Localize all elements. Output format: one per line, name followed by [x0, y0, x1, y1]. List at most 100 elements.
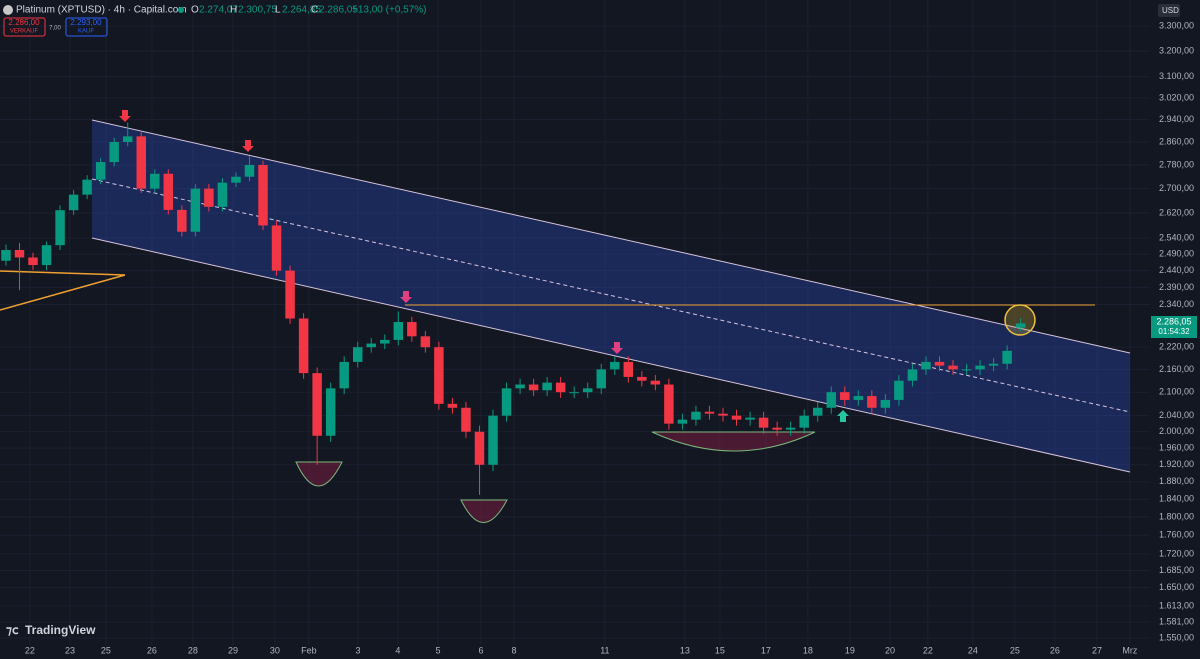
candle-body [474, 431, 485, 465]
spread: 7,00 [49, 26, 61, 32]
x-tick-label: 30 [270, 645, 280, 655]
candle-body [312, 373, 322, 436]
highlight-circle [1004, 304, 1036, 336]
candle-body [555, 382, 566, 393]
y-tick-label: 2.860,00 [1159, 136, 1194, 146]
x-tick-label: Mrz [1122, 645, 1137, 655]
y-tick-label: 1.760,00 [1159, 530, 1194, 540]
x-tick-label: 17 [761, 645, 771, 655]
candle-body [231, 176, 241, 183]
candle-body [961, 369, 972, 371]
x-tick-label: 5 [435, 645, 440, 655]
candle-body [14, 249, 25, 258]
x-tick-label: 3 [355, 645, 360, 655]
candle-body [150, 173, 160, 189]
buy-price: 2.293,00 [70, 18, 102, 27]
candle-body [975, 365, 985, 370]
buy-button[interactable] [65, 17, 108, 37]
open-value: 2.274,07 [199, 5, 238, 16]
low-label: L [275, 5, 281, 16]
candle-body [55, 210, 65, 246]
triangle-line [0, 270, 126, 276]
candle-body [325, 388, 336, 436]
y-tick-label: 1.960,00 [1159, 442, 1194, 452]
x-tick-label: 4 [395, 645, 400, 655]
currency-button[interactable] [1158, 4, 1180, 17]
candle-body [28, 257, 38, 266]
candle-body [542, 382, 552, 391]
candle-body [95, 162, 106, 180]
buy-label: KAUF [78, 29, 94, 35]
candle-body [528, 384, 539, 391]
x-tick-label: 25 [101, 645, 111, 655]
y-tick-label: 2.940,00 [1159, 114, 1194, 124]
y-tick-label: 3.300,00 [1159, 20, 1194, 30]
time-axis [0, 645, 1200, 659]
candle-body [407, 322, 417, 337]
x-tick-label: 24 [968, 645, 978, 655]
countdown: 01:54:32 [1158, 327, 1190, 336]
y-tick-label: 1.650,00 [1159, 582, 1194, 592]
candle-body [785, 427, 796, 430]
down-arrow [611, 342, 623, 354]
y-tick-label: 2.220,00 [1159, 342, 1194, 352]
x-tick-label: 29 [228, 645, 238, 655]
candle-body [637, 376, 647, 381]
candle-body [41, 245, 52, 266]
y-tick-label: 1.800,00 [1159, 511, 1194, 521]
candle-body [650, 380, 661, 385]
candle-body [1002, 350, 1012, 364]
x-tick-label: 26 [147, 645, 157, 655]
bottom-marker [295, 461, 343, 487]
x-tick-label: 27 [1092, 645, 1102, 655]
x-tick-label: 18 [803, 645, 813, 655]
candle-body [434, 347, 444, 404]
x-tick-label: 22 [25, 645, 35, 655]
y-tick-label: 2.620,00 [1159, 207, 1194, 217]
candle-body [840, 392, 850, 400]
candle-body [501, 388, 512, 416]
candle-body [758, 417, 769, 428]
candle-body [677, 419, 688, 424]
high-label: H [230, 5, 237, 16]
currency: USD [1162, 6, 1179, 15]
candle-body [880, 399, 891, 408]
x-tick-label: 8 [511, 645, 516, 655]
x-tick-label: 28 [188, 645, 198, 655]
sell-button[interactable] [3, 17, 46, 37]
candle-body [380, 339, 390, 344]
candle-body [447, 403, 458, 408]
y-tick-label: 1.720,00 [1159, 548, 1194, 558]
candle-body [177, 209, 187, 232]
y-tick-label: 2.700,00 [1159, 183, 1194, 193]
y-tick-label: 2.100,00 [1159, 387, 1194, 397]
candle-body [596, 369, 606, 389]
candle-body [691, 411, 701, 420]
y-tick-label: 1.550,00 [1159, 633, 1194, 643]
axes: 3.300,00 3.200,00 3.100,00 3.020,00 2.940,00… [25, 20, 1194, 655]
x-tick-label: 20 [885, 645, 895, 655]
triangle-line [0, 274, 126, 311]
candle-body [352, 347, 363, 362]
x-tick-label: 11 [600, 645, 609, 655]
candle-body [217, 182, 228, 207]
bottom-marker [460, 499, 508, 523]
candle-body [623, 361, 634, 377]
candle-body [718, 413, 728, 416]
candle-body [948, 365, 958, 370]
x-tick-label: 22 [923, 645, 933, 655]
sell-label: VERKAUF [10, 29, 39, 35]
down-arrow [400, 291, 412, 303]
candle-body [1, 249, 11, 261]
candles [1, 122, 1026, 495]
y-tick-label: 2.440,00 [1159, 265, 1194, 275]
candle-body [190, 188, 201, 232]
y-tick-label: 2.160,00 [1159, 364, 1194, 374]
y-tick-label: 2.340,00 [1159, 299, 1194, 309]
y-tick-label: 1.685,00 [1159, 565, 1194, 575]
high-value: 2.300,75 [238, 5, 277, 16]
candle-body [799, 415, 809, 428]
change: +13,00 (+0,57%) [352, 5, 427, 16]
